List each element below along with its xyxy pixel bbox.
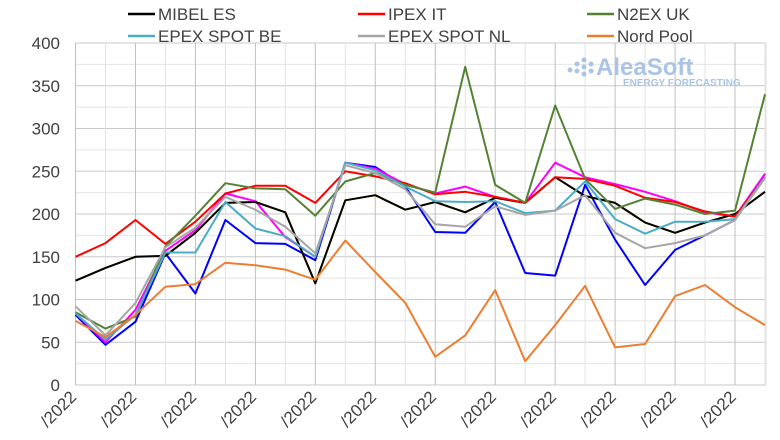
- x-tick-label: /2022: [576, 387, 620, 431]
- legend-label: EPEX SPOT NL: [388, 27, 511, 46]
- series-line-epex-spot-de: [74, 161, 766, 346]
- legend-item: EPEX SPOT FR: [388, 0, 511, 1]
- legend-label: N2EX UK: [617, 5, 690, 24]
- y-tick-label: 300: [32, 120, 60, 139]
- y-tick-label: 100: [32, 291, 60, 310]
- series-lines: [74, 65, 766, 363]
- legend-item: EPEX SPOT BE: [128, 27, 281, 46]
- logo-dots-icon: [567, 57, 594, 77]
- x-tick-label: /2022: [97, 387, 141, 431]
- legend-label: EPEX SPOT FR: [388, 0, 511, 1]
- aleasoft-logo: AleaSoft ENERGY FORECASTING: [567, 54, 741, 89]
- y-tick-label: 150: [32, 248, 60, 267]
- legend-item: MIBEL PT: [617, 0, 694, 1]
- legend-label: EPEX SPOT DE: [158, 0, 282, 1]
- y-tick-label: 350: [32, 77, 60, 96]
- y-tick-label: 0: [51, 376, 60, 395]
- legend-label: EPEX SPOT BE: [158, 27, 281, 46]
- x-axis-ticks: /2022/2022/2022/2022/2022/2022/2022/2022…: [37, 387, 740, 431]
- x-tick-label: /2022: [516, 387, 560, 431]
- legend-label: Nord Pool: [617, 27, 693, 46]
- legend-label: IPEX IT: [388, 5, 447, 24]
- legend-item: EPEX SPOT DE: [158, 0, 282, 1]
- x-tick-label: /2022: [337, 387, 381, 431]
- x-tick-label: /2022: [277, 387, 321, 431]
- series-line-nord-pool: [75, 239, 766, 363]
- x-tick-label: /2022: [457, 387, 501, 431]
- gridlines: [75, 42, 767, 386]
- legend-label: MIBEL ES: [158, 5, 236, 24]
- legend-item: MIBEL ES: [128, 5, 236, 24]
- logo-brand: AleaSoft: [596, 54, 693, 81]
- logo-tagline: ENERGY FORECASTING: [623, 78, 741, 89]
- y-axis-ticks: 0 50 100 150 200 250 300 350 400: [32, 34, 60, 395]
- x-tick-label: /2022: [157, 387, 201, 431]
- legend: EPEX SPOT DE EPEX SPOT FR MIBEL PT MIBEL ES…: [128, 0, 694, 46]
- x-tick-label: /2022: [217, 387, 261, 431]
- series-line-epex-spot-be: [74, 161, 766, 341]
- legend-item: IPEX IT: [358, 5, 447, 24]
- x-tick-label: /2022: [397, 387, 441, 431]
- legend-item: Nord Pool: [587, 27, 693, 46]
- series-line-n2ex-uk: [75, 65, 766, 330]
- series-line-epex-spot-nl: [74, 164, 766, 337]
- y-tick-label: 200: [32, 205, 60, 224]
- x-tick-label: /2022: [636, 387, 680, 431]
- x-tick-label: /2022: [696, 387, 740, 431]
- y-tick-label: 50: [41, 333, 60, 352]
- y-tick-label: 400: [32, 34, 60, 53]
- legend-item: EPEX SPOT NL: [358, 27, 511, 46]
- legend-label: MIBEL PT: [617, 0, 694, 1]
- y-tick-label: 250: [32, 162, 60, 181]
- legend-item: N2EX UK: [587, 5, 690, 24]
